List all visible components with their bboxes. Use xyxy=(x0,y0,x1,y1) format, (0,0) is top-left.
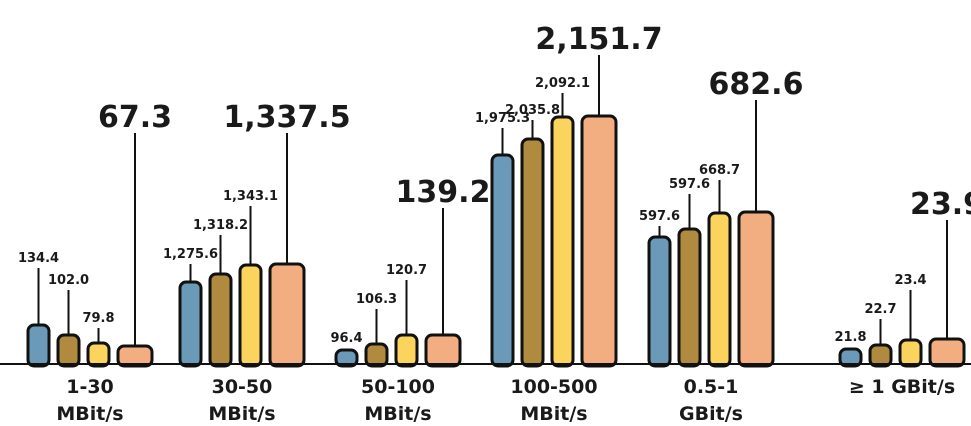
category-label: 30-50 xyxy=(212,376,273,398)
bar xyxy=(647,235,672,368)
bar xyxy=(707,211,732,368)
category-label: 100-500 xyxy=(510,376,597,398)
data-label: 2,092.1 xyxy=(535,76,590,91)
data-label: 102.0 xyxy=(48,273,89,288)
category-label: MBit/s xyxy=(56,403,123,425)
data-label: 2,151.7 xyxy=(535,22,662,57)
bar xyxy=(868,343,893,368)
bar xyxy=(520,137,545,368)
data-label: 79.8 xyxy=(82,311,114,326)
data-label: 668.7 xyxy=(699,163,740,178)
bar xyxy=(424,333,462,368)
data-label: 597.6 xyxy=(669,177,710,192)
category-label: MBit/s xyxy=(520,403,587,425)
data-label: 597.6 xyxy=(639,209,680,224)
category-label: MBit/s xyxy=(208,403,275,425)
data-label: 682.6 xyxy=(709,67,804,102)
data-label: 1,275.6 xyxy=(163,247,218,262)
category-label: 0.5-1 xyxy=(684,376,739,398)
data-label: 1,337.5 xyxy=(223,100,350,135)
category-label: MBit/s xyxy=(364,403,431,425)
data-label: 1,343.1 xyxy=(223,189,278,204)
bar xyxy=(208,272,233,368)
bar xyxy=(26,323,51,368)
bar xyxy=(56,333,81,368)
data-label: 1,318.2 xyxy=(193,218,248,233)
data-label: 139.2 xyxy=(396,175,491,210)
bar xyxy=(334,348,359,368)
data-label: 23.4 xyxy=(894,273,926,288)
category-label: ≥ 1 GBit/s xyxy=(849,376,955,398)
bar xyxy=(838,347,863,368)
data-label: 21.8 xyxy=(834,330,866,345)
bar xyxy=(550,115,575,368)
data-label: 106.3 xyxy=(356,292,397,307)
data-label: 2,035.8 xyxy=(505,103,560,118)
category-label: 50-100 xyxy=(361,376,435,398)
bar xyxy=(364,342,389,368)
data-label: 134.4 xyxy=(18,251,59,266)
bar xyxy=(268,262,306,368)
data-label: 67.3 xyxy=(98,100,172,135)
data-label: 22.7 xyxy=(864,302,896,317)
data-label: 1,975.3 xyxy=(475,111,530,126)
data-label: 96.4 xyxy=(330,331,362,346)
category-label: GBit/s xyxy=(679,403,743,425)
category-label: 1-30 xyxy=(66,376,114,398)
bar xyxy=(490,153,515,368)
bar xyxy=(178,280,203,368)
data-label: 23.9 xyxy=(910,187,971,222)
bar xyxy=(898,338,923,368)
bar xyxy=(238,263,263,368)
bar xyxy=(737,210,775,368)
bar xyxy=(677,227,702,368)
bar xyxy=(394,333,419,368)
bar xyxy=(86,341,111,368)
bar xyxy=(928,337,966,368)
bar xyxy=(580,114,618,368)
data-label: 120.7 xyxy=(386,263,427,278)
